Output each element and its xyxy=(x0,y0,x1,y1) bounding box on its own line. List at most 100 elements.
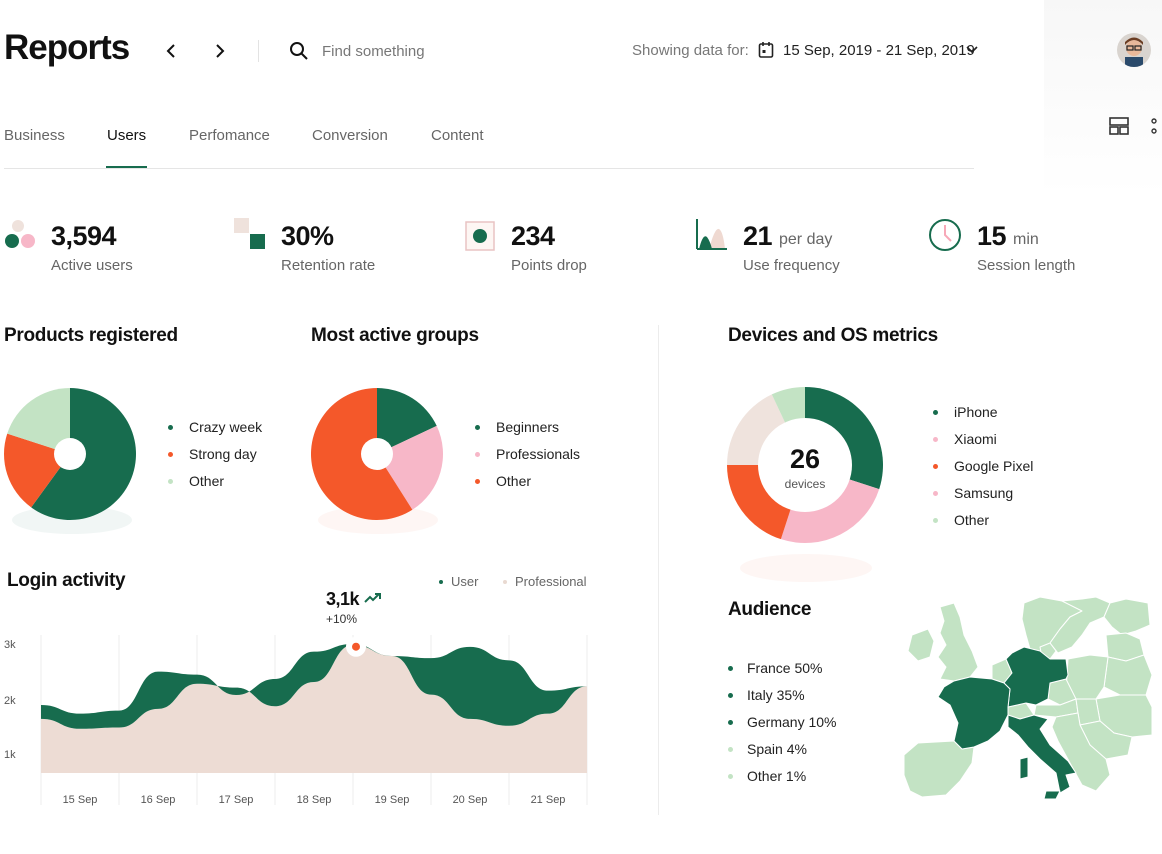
avatar[interactable] xyxy=(1117,33,1151,67)
y-tick-label: 3k xyxy=(4,639,16,651)
legend-dot xyxy=(933,409,938,415)
y-tick-label: 1k xyxy=(4,749,16,761)
map-region-germany xyxy=(1003,646,1069,708)
kpi-session-length-label: Session length xyxy=(977,257,1076,274)
tab-users[interactable]: Users xyxy=(107,127,147,144)
kpi-active-users-value: 3,594 xyxy=(51,221,117,251)
calendar-icon[interactable] xyxy=(758,41,774,59)
legend-label: Samsung xyxy=(954,485,1014,501)
login-legend-professional: Professional xyxy=(503,574,587,589)
kpi-points-drop-value: 234 xyxy=(511,221,555,251)
map-region-britain xyxy=(937,602,979,682)
legend-label: User xyxy=(451,574,479,589)
most-active-groups-title: Most active groups xyxy=(311,325,479,346)
map-region-sardinia xyxy=(1019,756,1029,780)
x-tick-label: 15 Sep xyxy=(63,794,98,806)
back-button[interactable] xyxy=(160,39,184,63)
audience-france: France 50% xyxy=(728,660,822,676)
layout-icon[interactable] xyxy=(1108,116,1130,136)
legend-dot xyxy=(168,451,173,457)
devices-count: 26 xyxy=(789,444,821,474)
legend-label: Spain 4% xyxy=(747,741,807,757)
products-legend-strong-day: Strong day xyxy=(168,446,257,462)
legend-dot xyxy=(168,424,173,430)
devices-title: Devices and OS metrics xyxy=(728,325,938,346)
x-tick-label: 21 Sep xyxy=(531,794,566,806)
x-tick-label: 19 Sep xyxy=(375,794,410,806)
login-activity-chart: 1k 2k 3k 15 Sep 16 Sep 17 Sep 18 Sep 19 Sep 20 S… xyxy=(4,635,588,806)
products-slice-other xyxy=(7,388,70,454)
tab-perfomance[interactable]: Perfomance xyxy=(189,127,270,144)
groups-legend-professionals: Professionals xyxy=(475,446,580,462)
chevron-right-icon xyxy=(216,44,225,58)
legend-label: Professionals xyxy=(496,446,581,462)
legend-dot xyxy=(728,773,733,779)
column-divider xyxy=(658,325,659,815)
more-options-icon[interactable] xyxy=(1148,116,1160,136)
user-avatar-image xyxy=(1117,33,1151,67)
header-divider xyxy=(258,40,259,62)
area-professional xyxy=(41,644,587,773)
devices-legend-samsung: Samsung xyxy=(933,485,1013,501)
date-range-label: Showing data for: xyxy=(632,42,749,59)
audience-other: Other 1% xyxy=(728,768,806,784)
legend-dot xyxy=(933,436,938,442)
kpi-retention-label: Retention rate xyxy=(281,257,376,274)
map-region-sweden xyxy=(1049,596,1111,654)
map-region-belarus xyxy=(1103,654,1152,696)
kpi-retention-value: 30% xyxy=(281,221,334,251)
groups-slice-professionals xyxy=(377,425,443,510)
legend-label: Xiaomi xyxy=(954,431,997,447)
date-range-value[interactable]: 15 Sep, 2019 - 21 Sep, 2019 xyxy=(783,42,975,59)
tab-business[interactable]: Business xyxy=(4,127,65,144)
tab-conversion[interactable]: Conversion xyxy=(312,127,388,144)
devices-donut-chart xyxy=(727,387,883,582)
retention-icon xyxy=(234,218,265,249)
legend-dot xyxy=(728,746,733,752)
europe-map xyxy=(903,596,1152,800)
peak-marker[interactable] xyxy=(352,642,360,651)
audience-spain: Spain 4% xyxy=(728,741,807,757)
page-title: Reports xyxy=(4,28,130,67)
area-user xyxy=(41,643,587,729)
legend-label: Other 1% xyxy=(747,768,807,784)
chevron-left-icon xyxy=(166,44,175,58)
map-region-sicily xyxy=(1043,790,1061,800)
kpi-use-frequency-value: 21 xyxy=(743,221,773,251)
legend-label: Strong day xyxy=(189,446,257,462)
clock-icon xyxy=(929,219,961,251)
audience-title: Audience xyxy=(728,599,812,620)
chevron-down-icon[interactable] xyxy=(966,45,978,55)
active-users-icon xyxy=(5,220,35,248)
legend-dot xyxy=(475,478,480,484)
audience-italy: Italy 35% xyxy=(728,687,805,703)
groups-legend-beginners: Beginners xyxy=(475,419,559,435)
legend-label: Crazy week xyxy=(189,419,263,435)
tab-content[interactable]: Content xyxy=(431,127,484,144)
legend-dot xyxy=(728,665,733,671)
map-region-spain xyxy=(903,740,975,798)
products-legend-other: Other xyxy=(168,473,224,489)
search-icon[interactable] xyxy=(288,40,310,62)
active-tab-indicator xyxy=(106,166,147,168)
x-tick-label: 16 Sep xyxy=(141,794,176,806)
legend-dot xyxy=(475,424,480,430)
kpi-use-frequency-label: Use frequency xyxy=(743,257,840,274)
use-frequency-icon xyxy=(696,219,727,250)
legend-dot xyxy=(439,579,443,584)
legend-label: France 50% xyxy=(747,660,823,676)
login-legend-user: User xyxy=(439,574,478,589)
legend-label: Google Pixel xyxy=(954,458,1034,474)
devices-legend-google-pixel: Google Pixel xyxy=(933,458,1033,474)
legend-dot xyxy=(503,579,507,584)
legend-dot xyxy=(728,692,733,698)
login-activity-title: Login activity xyxy=(7,570,126,591)
y-tick-label: 2k xyxy=(4,695,16,707)
forward-button[interactable] xyxy=(207,39,231,63)
search-input[interactable] xyxy=(322,40,522,62)
trend-up-icon xyxy=(364,593,381,603)
kpi-active-users-label: Active users xyxy=(51,257,133,274)
kpi-session-length-value: 15 xyxy=(977,221,1007,251)
devices-legend-iphone: iPhone xyxy=(933,404,998,420)
legend-label: Germany 10% xyxy=(747,714,837,730)
